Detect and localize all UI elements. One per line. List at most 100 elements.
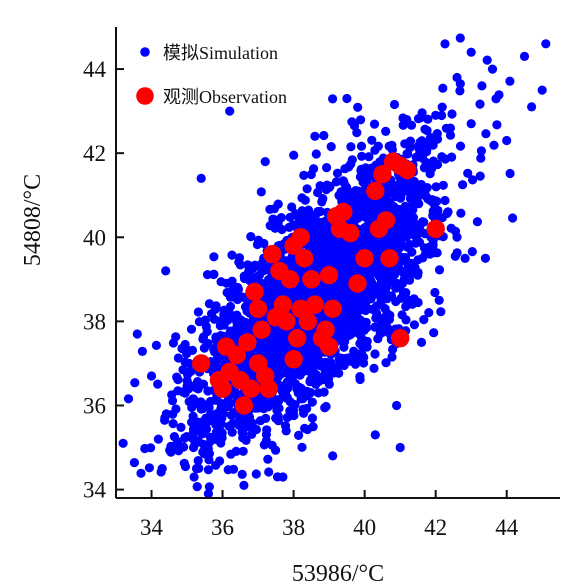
simulation-point <box>378 241 388 251</box>
simulation-point <box>166 447 176 457</box>
simulation-point <box>287 202 297 212</box>
simulation-point <box>267 283 277 293</box>
simulation-point <box>188 442 199 453</box>
simulation-point <box>491 94 501 104</box>
observation-point <box>277 312 296 331</box>
simulation-point <box>355 372 365 382</box>
simulation-point <box>328 94 338 104</box>
observation-point <box>398 160 417 180</box>
simulation-point <box>440 195 450 206</box>
simulation-point <box>467 247 477 257</box>
simulation-point <box>326 142 336 152</box>
simulation-point <box>294 368 304 378</box>
simulation-point <box>194 463 204 473</box>
simulation-point <box>382 203 392 214</box>
simulation-point <box>468 175 478 185</box>
simulation-point <box>440 39 450 49</box>
simulation-point <box>204 449 214 459</box>
simulation-point <box>315 206 325 217</box>
simulation-point <box>334 281 344 291</box>
simulation-point <box>241 362 251 372</box>
simulation-point <box>347 328 357 338</box>
simulation-point <box>187 345 198 355</box>
simulation-point <box>230 312 240 322</box>
simulation-point <box>251 424 261 435</box>
observation-point <box>355 249 374 268</box>
simulation-point <box>216 419 226 429</box>
simulation-point <box>223 396 233 406</box>
simulation-point <box>189 472 199 482</box>
observation-point <box>227 345 246 365</box>
simulation-point <box>362 342 372 352</box>
simulation-point <box>422 183 432 193</box>
y-tick-label: 44 <box>83 57 107 82</box>
simulation-point <box>276 368 286 378</box>
simulation-point <box>397 213 407 223</box>
simulation-point <box>342 304 352 314</box>
simulation-point <box>419 243 430 253</box>
simulation-point <box>455 33 465 43</box>
simulation-point <box>227 250 237 260</box>
simulation-point <box>396 177 406 187</box>
simulation-point <box>265 204 275 214</box>
simulation-point <box>437 102 447 112</box>
observation-point <box>319 265 339 285</box>
simulation-point <box>234 253 245 263</box>
simulation-point <box>447 109 457 119</box>
simulation-point <box>372 308 382 319</box>
simulation-point <box>277 335 287 345</box>
simulation-point <box>394 243 404 253</box>
observation-point <box>213 379 232 398</box>
simulation-point <box>320 364 330 375</box>
simulation-point <box>285 212 295 222</box>
simulation-point <box>346 197 356 207</box>
simulation-point <box>527 102 537 112</box>
simulation-point <box>395 442 405 453</box>
simulation-point <box>362 223 372 233</box>
simulation-point <box>378 313 388 323</box>
simulation-point <box>225 106 235 116</box>
simulation-point <box>322 239 332 249</box>
simulation-point <box>375 265 385 275</box>
simulation-point <box>132 329 142 339</box>
simulation-point <box>356 115 366 125</box>
observation-points-layer <box>192 152 445 415</box>
observation-point <box>426 219 445 239</box>
simulation-point <box>296 394 306 404</box>
simulation-point <box>196 173 206 183</box>
simulation-point <box>209 347 220 357</box>
observation-point <box>376 211 396 230</box>
simulation-point <box>130 378 140 388</box>
observation-point <box>291 228 310 247</box>
simulation-point <box>438 180 448 190</box>
simulation-point <box>347 155 357 165</box>
simulation-point <box>263 454 273 464</box>
x-tick-label: 42 <box>424 515 447 540</box>
simulation-point <box>280 380 290 390</box>
simulation-point <box>261 429 271 440</box>
simulation-point <box>397 266 407 276</box>
simulation-point <box>241 435 251 445</box>
simulation-point <box>422 125 432 136</box>
simulation-point <box>371 302 381 312</box>
simulation-point <box>321 401 331 412</box>
simulation-point <box>317 197 327 207</box>
simulation-point <box>427 164 437 174</box>
simulation-point <box>318 371 329 381</box>
simulation-point <box>413 191 424 201</box>
simulation-point <box>203 489 213 499</box>
simulation-point <box>260 157 270 167</box>
observation-point <box>298 312 317 331</box>
simulation-point <box>307 397 317 407</box>
simulation-point <box>413 255 423 265</box>
simulation-point <box>466 119 476 129</box>
simulation-point <box>157 464 167 474</box>
simulation-point <box>188 424 198 435</box>
simulation-point <box>541 39 551 49</box>
observation-point <box>323 299 342 318</box>
simulation-point <box>287 410 297 420</box>
simulation-point <box>304 212 314 222</box>
simulation-point <box>205 396 215 407</box>
simulation-point <box>395 280 405 290</box>
simulation-point <box>341 248 351 258</box>
